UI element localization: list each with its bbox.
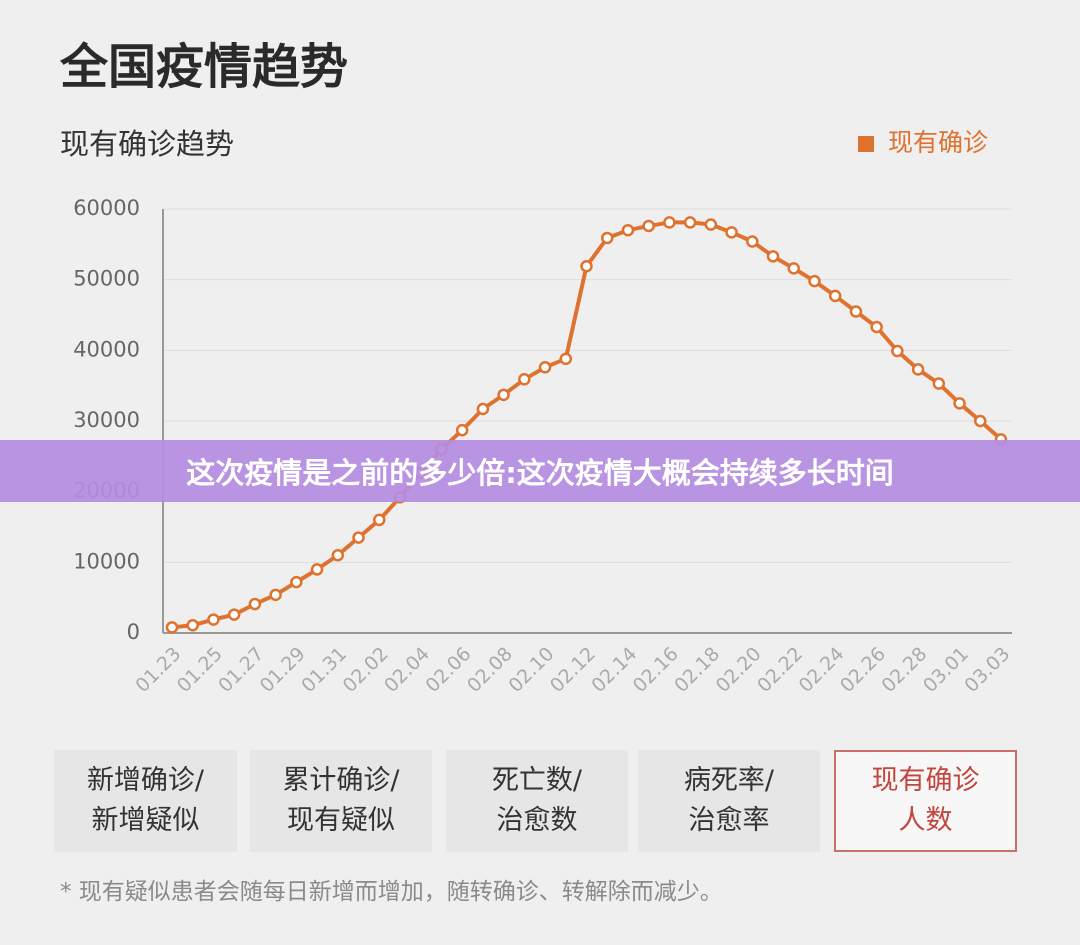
- button-label: 现有确诊: [871, 765, 980, 796]
- data-point: [787, 262, 800, 275]
- data-point: [663, 216, 676, 229]
- data-point: [352, 531, 365, 544]
- banner[interactable]: 这次疫情是之前的多少倍:这次疫情大概会持续多长时间: [0, 440, 1080, 502]
- tab-button[interactable]: 死亡数/治愈数: [446, 750, 628, 852]
- y-tick-label: 60000: [73, 196, 140, 220]
- x-tick-label: 02.14: [587, 643, 641, 697]
- button-label: 死亡数/: [491, 765, 583, 796]
- data-point: [455, 423, 469, 437]
- data-point: [870, 320, 883, 334]
- data-point: [476, 402, 490, 416]
- legend-label: 现有确诊: [888, 128, 988, 157]
- data-point: [746, 235, 759, 248]
- data-point: [911, 363, 925, 376]
- x-tick-label: 02.24: [795, 643, 849, 697]
- data-point: [849, 305, 863, 318]
- page-title: 全国疫情趋势: [59, 39, 348, 95]
- x-tick-label: 02.06: [422, 643, 476, 697]
- x-tick-label: 02.16: [629, 643, 683, 697]
- x-tick-label: 02.22: [753, 643, 807, 697]
- x-tick-label: 02.18: [670, 643, 724, 697]
- x-tick-label: 01.27: [214, 643, 268, 697]
- x-tick-label: 01.31: [297, 643, 351, 697]
- button-label: 新增确诊/: [86, 765, 205, 796]
- y-tick-label: 50000: [73, 267, 140, 291]
- x-tick-label: 02.12: [546, 643, 600, 697]
- data-point: [766, 250, 780, 263]
- button-label: 现有疑似: [287, 805, 395, 836]
- x-tick-label: 01.23: [131, 643, 185, 697]
- tab-button[interactable]: 病死率/治愈率: [638, 750, 820, 852]
- data-point: [497, 388, 510, 402]
- x-tick-label: 03.03: [960, 643, 1014, 697]
- footnote: * 现有疑似患者会随每日新增而增加，随转确诊、转解除而减少。: [60, 879, 723, 905]
- x-tick-label: 01.29: [256, 643, 310, 697]
- x-tick-label: 01.25: [173, 643, 227, 697]
- data-point: [538, 361, 552, 374]
- x-tick-label: 02.28: [877, 643, 931, 697]
- data-point: [373, 513, 386, 527]
- button-label: 治愈率: [688, 805, 770, 836]
- data-point: [932, 377, 946, 390]
- x-tick-label: 02.10: [504, 643, 558, 697]
- data-point: [621, 223, 635, 237]
- data-point: [269, 588, 282, 602]
- data-point: [891, 344, 904, 358]
- y-tick-label: 0: [127, 620, 140, 644]
- x-tick-label: 02.20: [712, 643, 766, 697]
- data-point: [725, 226, 738, 239]
- chart-title: 现有确诊趋势: [60, 127, 234, 161]
- x-tick-label: 03.01: [919, 643, 973, 697]
- chart: 全国疫情趋势 现有确诊趋势 01000020000300004000050000…: [59, 39, 1014, 697]
- y-tick-label: 40000: [73, 337, 140, 361]
- data-point: [310, 563, 324, 576]
- data-point: [642, 219, 655, 233]
- button-label: 治愈数: [496, 805, 578, 836]
- data-point: [704, 218, 718, 231]
- data-point: [186, 618, 199, 632]
- data-point: [580, 259, 593, 273]
- data-point: [828, 289, 842, 303]
- button-label: 累计确诊/: [282, 765, 400, 796]
- series-line: [171, 220, 1003, 630]
- tab-button[interactable]: 现有确诊 人数: [834, 750, 1017, 852]
- tab-button[interactable]: 新增确诊/新增疑似: [54, 750, 237, 852]
- button-label: 人数: [898, 805, 953, 836]
- data-point: [227, 608, 241, 621]
- data-point: [683, 216, 697, 229]
- data-point: [207, 613, 220, 626]
- tab-button[interactable]: 累计确诊/现有疑似: [250, 750, 432, 852]
- data-point: [808, 274, 821, 288]
- data-point: [165, 621, 179, 634]
- data-point: [600, 231, 614, 245]
- legend-swatch: [858, 136, 874, 152]
- x-tick-label: 02.02: [339, 643, 393, 697]
- data-point: [559, 352, 573, 366]
- data-point: [290, 575, 303, 589]
- data-point: [248, 597, 262, 611]
- x-tick-label: 02.08: [463, 643, 517, 697]
- data-point: [518, 373, 531, 386]
- y-tick-label: 10000: [73, 549, 140, 573]
- data-point: [974, 414, 987, 428]
- data-point: [331, 549, 345, 562]
- y-tick-label: 30000: [73, 408, 140, 432]
- data-point: [953, 397, 966, 410]
- x-tick-label: 02.04: [380, 643, 434, 697]
- button-label: 病死率/: [683, 765, 775, 796]
- button-label: 新增疑似: [91, 805, 200, 836]
- x-tick-label: 02.26: [836, 643, 890, 697]
